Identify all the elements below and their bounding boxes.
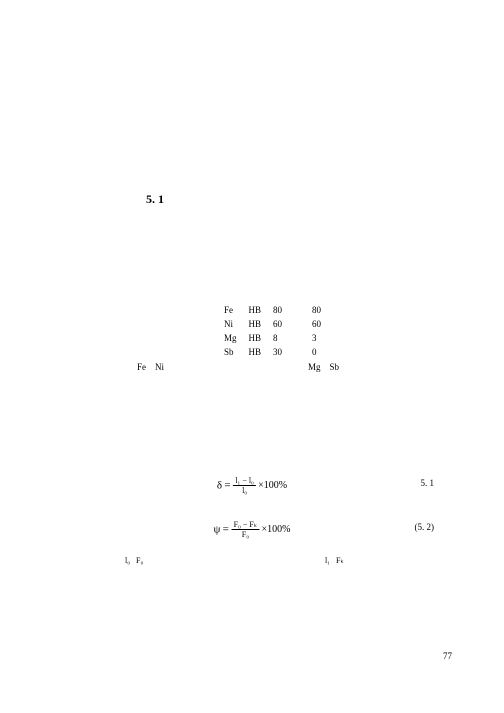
equals-sign: = (224, 480, 233, 492)
cell-val2: 0 (288, 345, 327, 359)
cell-val1: 8 (267, 331, 288, 345)
cell-element: Ni (218, 317, 243, 331)
eq1-denominator: l₀ (233, 486, 256, 495)
cell-element: Sb (218, 345, 243, 359)
cell-val2: 80 (288, 303, 327, 317)
cell-method: HB (243, 331, 268, 345)
eq1-symbol: δ (217, 480, 222, 492)
eq1-fraction: l₁ − l₀ l₀ (233, 476, 256, 495)
cell-element: Mg (218, 331, 243, 345)
table-row: Ni HB 60 60 (218, 317, 327, 331)
cell-val2: 3 (288, 331, 327, 345)
def-l1: l₁ (325, 556, 330, 565)
cell-element: Fe (218, 303, 243, 317)
eq2-numerator: F₀ − Fₖ (232, 520, 260, 530)
defs-right: l₁ Fₖ (325, 556, 344, 565)
table-row: Fe HB 80 80 (218, 303, 327, 317)
caption-el-a: Mg (308, 362, 321, 372)
eq2-denominator: F₀ (232, 530, 260, 539)
table-row: Sb HB 30 0 (218, 345, 327, 359)
cell-method: HB (243, 345, 268, 359)
eq2-number: (5. 2) (415, 522, 435, 532)
caption-right-group: Mg Sb (308, 362, 339, 372)
eq2-tail: ×100% (261, 524, 290, 535)
table-row: Mg HB 8 3 (218, 331, 327, 345)
cell-val1: 60 (267, 317, 288, 331)
eq2-symbol: ψ (214, 524, 221, 536)
def-fk: Fₖ (336, 556, 344, 565)
caption-el-a: Fe (137, 362, 146, 372)
def-f0: F₀ (136, 556, 143, 565)
caption-el-b: Sb (330, 362, 340, 372)
cell-val1: 30 (267, 345, 288, 359)
caption-left-group: Fe Ni (137, 362, 164, 372)
cell-val1: 80 (267, 303, 288, 317)
section-heading: 5. 1 (146, 192, 164, 207)
page-number: 77 (443, 651, 452, 661)
eq1-numerator: l₁ − l₀ (233, 476, 256, 486)
cell-val2: 60 (288, 317, 327, 331)
def-l0: l₀ (125, 556, 130, 565)
eq1-tail: ×100% (258, 480, 287, 491)
cell-method: HB (243, 317, 268, 331)
cell-method: HB (243, 303, 268, 317)
eq1-number: 5. 1 (421, 478, 435, 488)
eq2-fraction: F₀ − Fₖ F₀ (232, 520, 260, 539)
caption-el-b: Ni (155, 362, 164, 372)
equals-sign: = (223, 524, 232, 536)
materials-table: Fe HB 80 80 Ni HB 60 60 Mg HB 8 3 Sb HB … (218, 303, 327, 359)
defs-left: l₀ F₀ (125, 556, 143, 565)
